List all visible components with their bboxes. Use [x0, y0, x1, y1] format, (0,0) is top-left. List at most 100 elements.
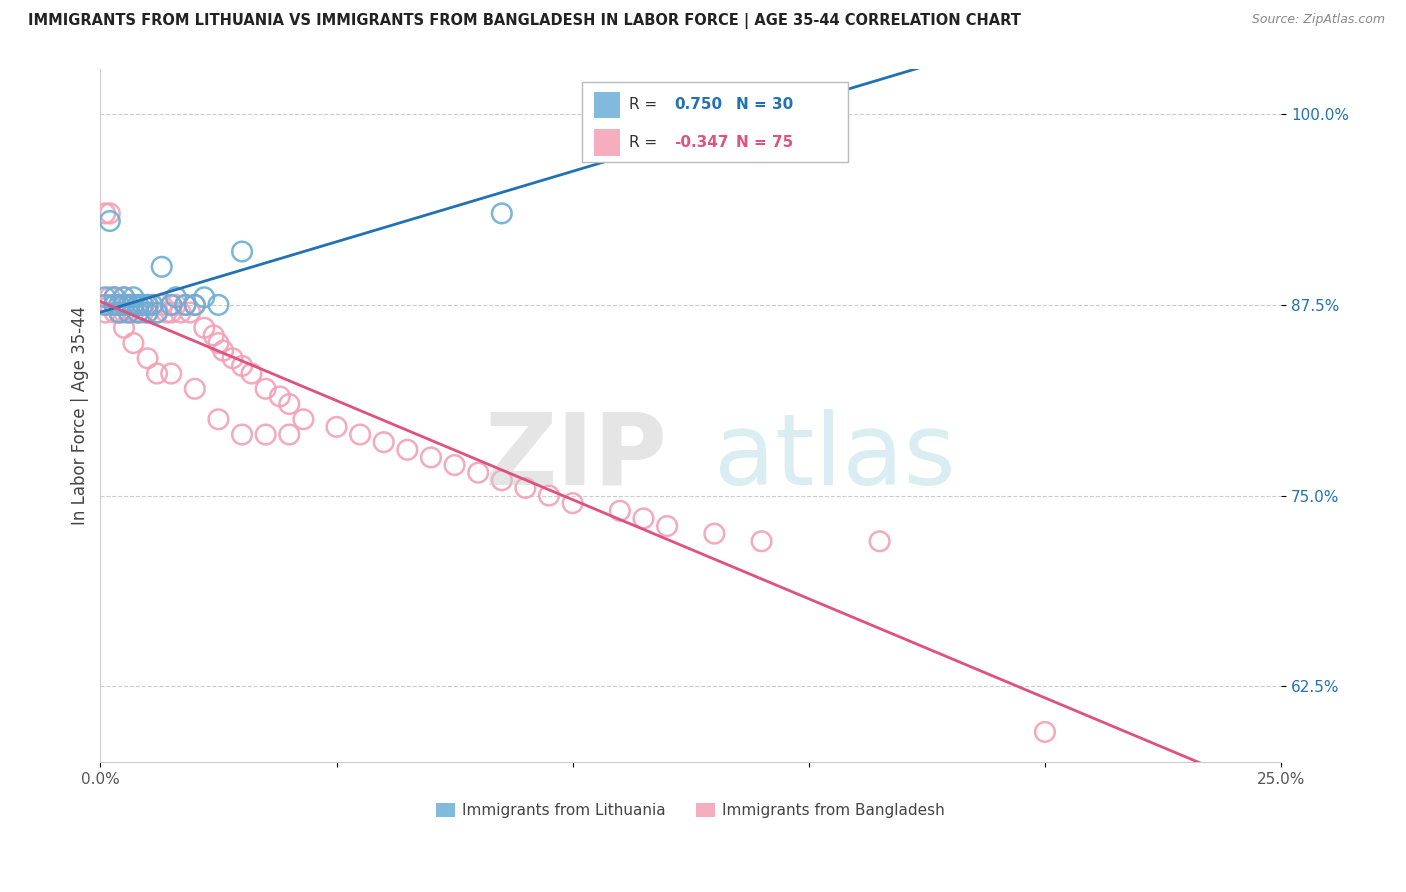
- Point: [132, 298, 155, 312]
- Point: [231, 427, 253, 442]
- Text: -0.347: -0.347: [675, 135, 728, 150]
- Point: [155, 305, 177, 319]
- Point: [127, 305, 149, 319]
- Point: [108, 298, 131, 312]
- Point: [292, 412, 315, 426]
- Point: [537, 489, 560, 503]
- Point: [207, 336, 229, 351]
- Point: [193, 320, 215, 334]
- Point: [108, 305, 131, 319]
- Point: [98, 206, 121, 220]
- Point: [146, 305, 169, 319]
- Point: [118, 305, 141, 319]
- Text: R =: R =: [630, 135, 662, 150]
- Point: [136, 298, 159, 312]
- Point: [420, 450, 443, 465]
- Point: [184, 382, 207, 396]
- Point: [703, 526, 725, 541]
- Point: [108, 298, 131, 312]
- Point: [94, 290, 117, 304]
- Point: [98, 214, 121, 228]
- Point: [349, 427, 371, 442]
- Point: [112, 290, 135, 304]
- Point: [112, 305, 135, 319]
- Point: [112, 320, 135, 334]
- Point: [160, 298, 183, 312]
- Point: [184, 298, 207, 312]
- Point: [193, 290, 215, 304]
- Point: [103, 290, 125, 304]
- Point: [184, 298, 207, 312]
- Point: [325, 420, 347, 434]
- Legend: Immigrants from Lithuania, Immigrants from Bangladesh: Immigrants from Lithuania, Immigrants fr…: [430, 797, 952, 824]
- Point: [174, 298, 197, 312]
- Point: [609, 504, 631, 518]
- Point: [231, 244, 253, 259]
- Point: [561, 496, 583, 510]
- Bar: [593, 129, 620, 156]
- Point: [122, 336, 145, 351]
- Point: [94, 298, 117, 312]
- Text: IMMIGRANTS FROM LITHUANIA VS IMMIGRANTS FROM BANGLADESH IN LABOR FORCE | AGE 35-: IMMIGRANTS FROM LITHUANIA VS IMMIGRANTS …: [28, 13, 1021, 29]
- Point: [103, 298, 125, 312]
- Point: [136, 305, 159, 319]
- Point: [94, 305, 117, 319]
- Point: [136, 305, 159, 319]
- Point: [103, 305, 125, 319]
- Point: [98, 290, 121, 304]
- Point: [112, 290, 135, 304]
- Point: [103, 290, 125, 304]
- Point: [467, 466, 489, 480]
- Text: R =: R =: [630, 97, 662, 112]
- Point: [212, 343, 235, 358]
- Point: [122, 290, 145, 304]
- Point: [94, 298, 117, 312]
- Point: [491, 473, 513, 487]
- Point: [269, 389, 291, 403]
- Point: [165, 298, 187, 312]
- Point: [112, 298, 135, 312]
- Point: [118, 298, 141, 312]
- Point: [132, 298, 155, 312]
- Point: [122, 305, 145, 319]
- Point: [132, 305, 155, 319]
- Point: [169, 305, 191, 319]
- Point: [655, 519, 678, 533]
- Point: [633, 511, 655, 525]
- Point: [150, 260, 173, 274]
- Point: [118, 305, 141, 319]
- Point: [751, 534, 773, 549]
- Point: [160, 298, 183, 312]
- Point: [141, 298, 163, 312]
- Point: [136, 351, 159, 366]
- Point: [515, 481, 537, 495]
- Point: [231, 359, 253, 373]
- Point: [179, 305, 201, 319]
- Point: [146, 367, 169, 381]
- Y-axis label: In Labor Force | Age 35-44: In Labor Force | Age 35-44: [72, 306, 89, 525]
- Text: 0.750: 0.750: [675, 97, 723, 112]
- Point: [127, 305, 149, 319]
- Point: [396, 442, 419, 457]
- Point: [160, 367, 183, 381]
- Point: [443, 458, 465, 472]
- Point: [655, 107, 678, 121]
- FancyBboxPatch shape: [582, 82, 848, 162]
- Point: [165, 290, 187, 304]
- Point: [207, 298, 229, 312]
- Point: [1033, 725, 1056, 739]
- Point: [94, 206, 117, 220]
- Point: [98, 298, 121, 312]
- Point: [373, 435, 395, 450]
- Point: [869, 534, 891, 549]
- Point: [108, 305, 131, 319]
- Point: [103, 298, 125, 312]
- Point: [127, 298, 149, 312]
- Point: [146, 305, 169, 319]
- Text: Source: ZipAtlas.com: Source: ZipAtlas.com: [1251, 13, 1385, 27]
- Point: [207, 412, 229, 426]
- Bar: [593, 92, 620, 119]
- Point: [254, 382, 277, 396]
- Point: [254, 427, 277, 442]
- Point: [103, 298, 125, 312]
